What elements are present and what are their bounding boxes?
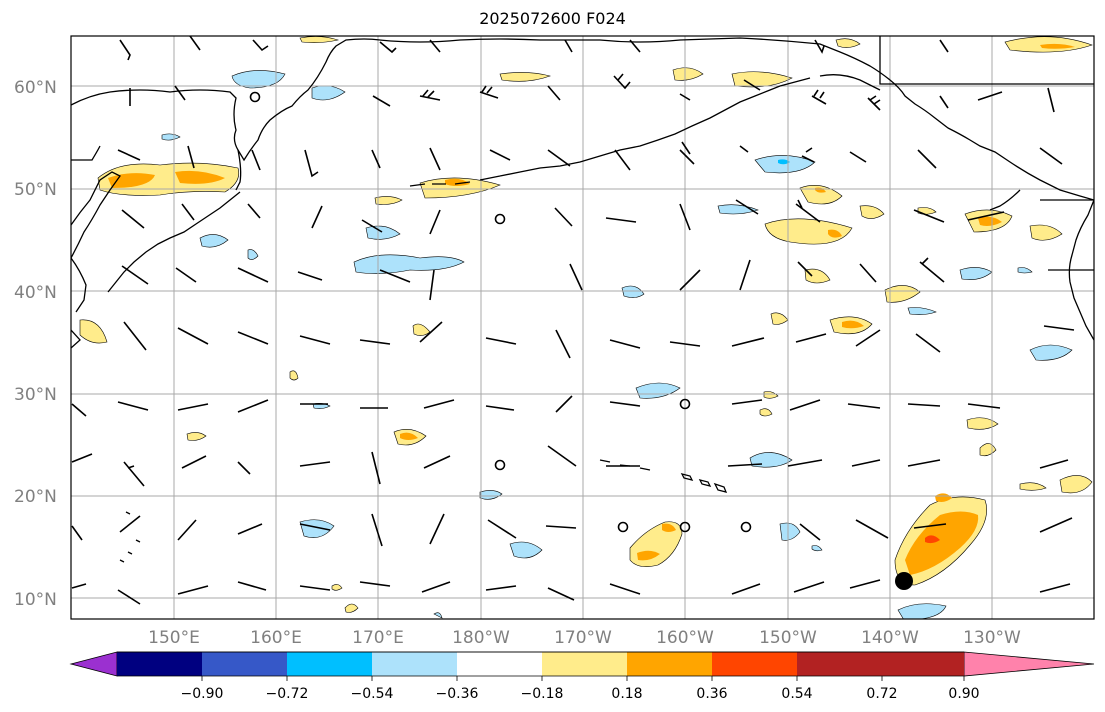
colorbar-segment <box>287 652 372 676</box>
latitude-labels: 60°N 50°N 40°N 30°N 20°N 10°N <box>14 78 57 610</box>
map-title: 2025072600 F024 <box>479 9 626 28</box>
lat-label: 60°N <box>14 78 57 98</box>
longitude-labels: 150°E 160°E 170°E 180°W 170°W 160°W 150°… <box>148 628 1021 648</box>
lon-label: 140°W <box>861 628 919 648</box>
colorbar-tick-label: 0.90 <box>948 686 979 702</box>
colorbar-tick-label: 0.18 <box>611 686 642 702</box>
lon-label: 170°W <box>554 628 612 648</box>
storm-center-marker <box>895 572 913 590</box>
colorbar-ticks <box>201 676 965 681</box>
colorbar-tick-label: 0.54 <box>781 686 812 702</box>
colorbar-tick-label: −0.54 <box>351 686 394 702</box>
calm-markers <box>249 91 752 533</box>
anomaly-fill <box>79 36 1093 619</box>
lon-label: 180°W <box>452 628 510 648</box>
lon-label: 160°W <box>656 628 714 648</box>
wind-barbs <box>71 36 1075 605</box>
colorbar-segment <box>202 652 287 676</box>
lon-label: 130°W <box>963 628 1021 648</box>
map-area <box>71 36 1094 619</box>
lat-label: 10°N <box>14 590 57 610</box>
gridlines <box>71 36 1094 619</box>
colorbar-segment <box>117 652 202 676</box>
colorbar-segment <box>542 652 627 676</box>
colorbar-tick-label: −0.90 <box>181 686 224 702</box>
colorbar-segment <box>882 652 964 676</box>
lon-label: 160°E <box>250 628 302 648</box>
colorbar-segment <box>372 652 457 676</box>
lat-label: 20°N <box>14 487 57 507</box>
colorbar-tick-label: −0.36 <box>436 686 479 702</box>
colorbar-tick-labels: −0.90 −0.72 −0.54 −0.36 −0.18 0.18 0.36 … <box>181 686 980 702</box>
coastlines <box>71 37 1094 563</box>
colorbar-segment <box>712 652 797 676</box>
lat-label: 50°N <box>14 180 57 200</box>
colorbar-tick-label: 0.72 <box>866 686 897 702</box>
colorbar-tick-label: −0.72 <box>266 686 309 702</box>
colorbar-tick-label: 0.36 <box>696 686 727 702</box>
map-frame <box>70 35 1095 620</box>
colorbar-segment <box>797 652 882 676</box>
colorbar-tick-label: −0.18 <box>521 686 564 702</box>
lon-label: 150°E <box>148 628 200 648</box>
lon-label: 150°W <box>759 628 817 648</box>
colorbar-segment <box>457 652 542 676</box>
lon-label: 170°E <box>352 628 404 648</box>
borders <box>879 36 1094 271</box>
lat-label: 30°N <box>14 385 57 405</box>
colorbar-extend-max <box>963 651 1095 677</box>
colorbar-segment <box>627 652 712 676</box>
colorbar-extend-min <box>69 651 118 677</box>
lat-label: 40°N <box>14 283 57 303</box>
colorbar: −0.90 −0.72 −0.54 −0.36 −0.18 0.18 0.36 … <box>69 651 1095 702</box>
